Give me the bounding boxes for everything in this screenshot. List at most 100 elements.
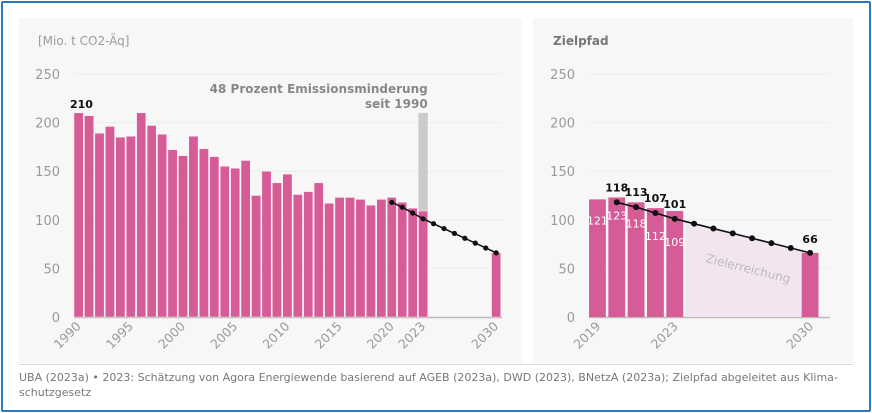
- target-path-point-2020: [389, 199, 395, 205]
- bar-1999: [167, 149, 178, 318]
- target-path-point-2027: [749, 235, 756, 242]
- x-tick-label: 1995: [103, 319, 136, 352]
- bar-2004: [219, 166, 230, 318]
- target-path-point-2026: [729, 230, 736, 237]
- target-path-point-2021: [633, 204, 640, 211]
- bar-2012: [303, 191, 314, 318]
- bar-label-2019: 121: [587, 214, 608, 227]
- bar-1998: [157, 134, 167, 318]
- target-path-point-2029: [483, 245, 489, 251]
- panel-title: Zielpfad: [553, 34, 609, 48]
- y-tick-label: 150: [550, 165, 575, 180]
- bar-label-2023: 109: [664, 236, 685, 249]
- y-tick-label: 50: [558, 262, 575, 277]
- bar-2013: [313, 182, 324, 318]
- bar-1993: [105, 126, 115, 318]
- bar-2019: [376, 199, 387, 318]
- y-tick-label: 50: [43, 262, 60, 277]
- y-tick-label: 200: [35, 117, 60, 132]
- target-path-point-2030: [807, 249, 814, 256]
- target-path-point-2020: [613, 199, 620, 206]
- bar-label-2021: 118: [626, 217, 647, 230]
- path-label-2023: 101: [663, 198, 686, 211]
- target-path-point-2023: [671, 215, 678, 222]
- target-path-point-2021: [399, 204, 405, 210]
- x-tick-label: 2019: [570, 318, 603, 351]
- target-path-point-2022: [410, 210, 416, 216]
- y-tick-label: 0: [567, 311, 575, 326]
- bar-2014: [324, 203, 334, 318]
- bar-label-2022: 112: [645, 230, 666, 243]
- x-tick-label: 2010: [259, 318, 292, 351]
- bar-2023: [418, 210, 428, 318]
- bar-2009: [272, 182, 282, 318]
- bar-2020: [386, 197, 397, 318]
- bar-2021: [627, 202, 645, 317]
- x-tick-label: 2020: [364, 318, 397, 351]
- x-tick-label: 2030: [468, 318, 501, 351]
- x-tick-label: 2023: [648, 319, 681, 352]
- bar-1991: [84, 115, 94, 318]
- path-label-2030: 66: [802, 233, 818, 246]
- bar-2006: [240, 160, 251, 318]
- bar-2008: [261, 170, 272, 318]
- y-axis-label: [Mio. t CO2-Äq]: [38, 33, 129, 48]
- bar-2030: [491, 252, 501, 318]
- path-label-2022: 107: [644, 192, 667, 205]
- target-path-point-2028: [472, 240, 478, 246]
- bar-1997: [146, 125, 157, 318]
- target-path-point-2024: [430, 221, 437, 227]
- bar-2017: [355, 199, 366, 318]
- bar-2023: [666, 211, 684, 317]
- x-tick-label: 2023: [395, 319, 428, 352]
- path-label-2021: 113: [625, 186, 648, 199]
- bar-2021: [397, 202, 408, 318]
- bar-2011: [293, 194, 303, 318]
- y-tick-label: 250: [35, 68, 60, 83]
- bar-1996: [136, 112, 147, 318]
- bar-2016: [345, 197, 355, 318]
- annotation-line-2: seit 1990: [365, 97, 428, 111]
- bar-1992: [94, 133, 105, 318]
- y-tick-label: 100: [550, 214, 575, 229]
- y-tick-label: 250: [550, 68, 575, 83]
- bar-2020: [608, 197, 626, 317]
- target-path-point-2024: [691, 220, 698, 227]
- bar-1990: [73, 112, 84, 318]
- target-path-point-2027: [462, 235, 468, 241]
- bar-label-2020: 123: [606, 209, 627, 222]
- x-tick-label: 2005: [207, 319, 240, 352]
- bar-2022: [407, 207, 418, 318]
- target-achievement-area: [685, 222, 811, 317]
- target-path-point-2026: [451, 230, 458, 237]
- bar-2000: [178, 155, 188, 318]
- target-path-point-2022: [652, 209, 659, 216]
- bar-2002: [199, 148, 209, 318]
- bar-2005: [230, 168, 241, 318]
- bar-1994: [115, 136, 126, 318]
- bar-2030: [801, 252, 819, 317]
- y-tick-label: 200: [550, 117, 575, 132]
- path-label-2020: 118: [605, 181, 628, 194]
- x-tick-label: 2015: [312, 319, 345, 352]
- y-tick-label: 100: [35, 214, 60, 229]
- y-tick-label: 0: [52, 311, 60, 326]
- target-path-point-2023: [420, 216, 426, 222]
- annotation-line-1: 48 Prozent Emissionsminderung: [210, 82, 428, 96]
- source-caption: UBA (2023a) • 2023: Schätzung von Agora …: [19, 371, 838, 399]
- bar-2003: [209, 156, 220, 318]
- bar-2001: [188, 136, 199, 318]
- target-path-point-2025: [710, 225, 717, 232]
- bar-2019: [589, 199, 606, 317]
- bar-2022: [647, 208, 664, 317]
- bar-1995: [125, 136, 136, 318]
- data-label-1990: 210: [70, 98, 93, 111]
- x-tick-label: 2000: [155, 318, 188, 351]
- bar-2015: [334, 197, 345, 318]
- target-path-point-2028: [768, 240, 775, 247]
- target-path-point-2030: [493, 250, 499, 256]
- x-tick-label: 2030: [783, 318, 816, 351]
- bar-2018: [366, 205, 376, 318]
